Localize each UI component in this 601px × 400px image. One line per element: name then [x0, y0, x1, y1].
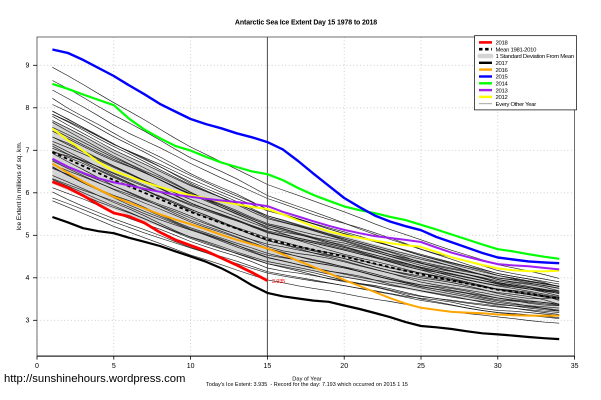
svg-text:15: 15 — [264, 363, 272, 370]
svg-text:1 Standard Deviation From Mean: 1 Standard Deviation From Mean — [496, 54, 574, 60]
svg-text:3.935: 3.935 — [272, 279, 285, 285]
svg-text:5: 5 — [26, 233, 30, 240]
svg-text:2018: 2018 — [496, 41, 509, 47]
svg-text:2014: 2014 — [496, 82, 509, 88]
svg-text:3: 3 — [26, 318, 30, 325]
svg-text:10: 10 — [187, 363, 195, 370]
svg-text:25: 25 — [417, 363, 425, 370]
svg-text:7: 7 — [26, 148, 30, 155]
svg-text:Ice Extent in millions of sq.: Ice Extent in millions of sq. km. — [16, 141, 23, 230]
svg-text:2013: 2013 — [496, 88, 509, 94]
svg-text:30: 30 — [494, 363, 502, 370]
svg-text:6: 6 — [26, 190, 30, 197]
svg-text:Mean 1981-2010: Mean 1981-2010 — [496, 47, 538, 53]
svg-text:8: 8 — [26, 105, 30, 112]
svg-text:2012: 2012 — [496, 95, 508, 101]
svg-text:2017: 2017 — [496, 61, 508, 67]
svg-text:2015: 2015 — [496, 75, 509, 81]
svg-text:0: 0 — [35, 363, 39, 370]
svg-text:20: 20 — [340, 363, 348, 370]
svg-text:5: 5 — [112, 363, 116, 370]
svg-text:2016: 2016 — [496, 68, 509, 74]
svg-text:4: 4 — [26, 275, 30, 282]
svg-text:Day of Year: Day of Year — [292, 376, 322, 382]
svg-text:35: 35 — [571, 363, 579, 370]
svg-text:9: 9 — [26, 63, 30, 70]
svg-text:Every Other Year: Every Other Year — [496, 102, 537, 108]
svg-text:Antarctic Sea Ice Extent Day 1: Antarctic Sea Ice Extent Day 15 1978 to … — [235, 20, 377, 27]
